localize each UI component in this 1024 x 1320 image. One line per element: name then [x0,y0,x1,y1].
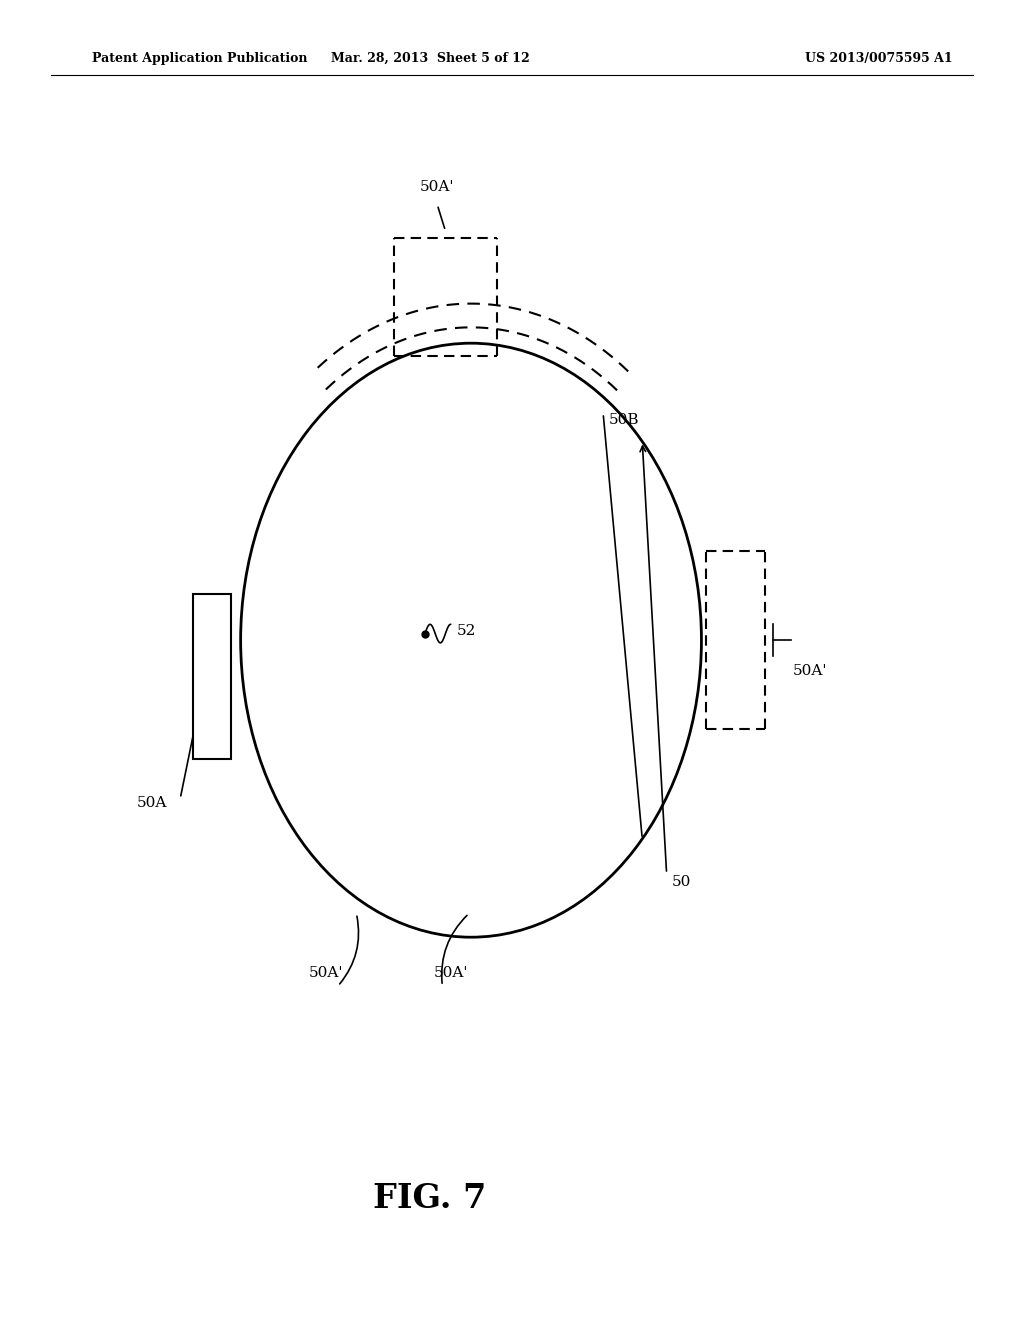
Text: 50A': 50A' [793,664,827,677]
Text: Mar. 28, 2013  Sheet 5 of 12: Mar. 28, 2013 Sheet 5 of 12 [331,51,529,65]
Text: 50A': 50A' [308,966,343,979]
Text: US 2013/0075595 A1: US 2013/0075595 A1 [805,51,952,65]
Text: Patent Application Publication: Patent Application Publication [92,51,307,65]
Text: 50A': 50A' [433,966,468,979]
Text: 52: 52 [457,624,476,638]
Text: 50A: 50A [136,796,167,809]
Text: 50: 50 [672,875,691,888]
Bar [193,594,231,759]
Text: 50A': 50A' [420,181,455,194]
Text: 50B: 50B [608,413,639,426]
Text: FIG. 7: FIG. 7 [374,1183,486,1214]
